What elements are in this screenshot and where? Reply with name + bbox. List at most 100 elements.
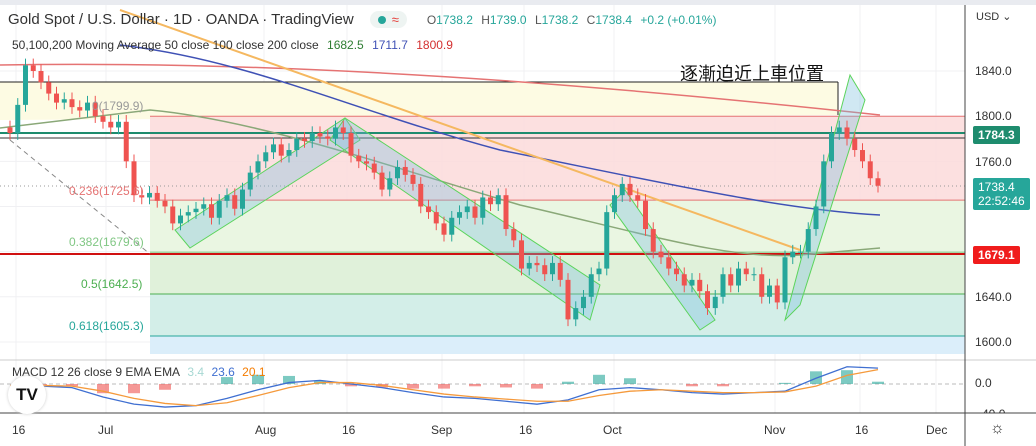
- market-open-icon: [377, 15, 386, 24]
- candle-body: [286, 150, 292, 156]
- candle-body: [333, 127, 338, 139]
- candle-body: [511, 229, 517, 241]
- candle-body: [565, 279, 571, 320]
- orange-trendline: [119, 9, 801, 251]
- candle-body: [69, 99, 75, 108]
- candle-body: [650, 229, 656, 252]
- candle-body: [604, 212, 610, 269]
- candle-body: [410, 174, 416, 184]
- time-tick: Nov: [764, 423, 786, 437]
- candle-body: [216, 200, 222, 218]
- candle-body: [255, 161, 261, 173]
- ma100-line: [119, 44, 881, 216]
- wave-icon: ≈: [391, 12, 399, 27]
- candle-body: [588, 274, 594, 297]
- macd-histogram-bar: [128, 384, 140, 394]
- macd-histogram-bar: [469, 384, 481, 387]
- fib-0-label: 0(1799.9): [92, 99, 144, 113]
- candle-body: [364, 161, 369, 164]
- candle-body: [705, 291, 710, 309]
- candle-body: [185, 212, 191, 216]
- macd-histogram-bar: [159, 384, 171, 390]
- candle-body: [100, 116, 106, 122]
- tradingview-logo[interactable]: TV: [8, 376, 46, 414]
- macd-histogram-bar: [717, 384, 729, 387]
- ohlc-values: O1738.2 H1739.0 L1738.2 C1738.4 +0.2 (+0…: [426, 12, 717, 27]
- candle-body: [317, 133, 323, 137]
- candle-body: [635, 195, 641, 201]
- candle-body: [472, 206, 478, 218]
- candle-body: [162, 200, 168, 207]
- time-tick: 16: [12, 423, 26, 437]
- candle-body: [612, 195, 617, 213]
- currency-selector[interactable]: USD ⌄: [976, 11, 1012, 23]
- macd-histogram-bar: [841, 370, 853, 384]
- candle-body: [875, 178, 881, 186]
- candle-body: [736, 268, 741, 286]
- macd-histogram-bar: [686, 384, 698, 387]
- macd-histogram-bar: [779, 382, 791, 384]
- candle-body: [418, 183, 424, 207]
- candle-body: [449, 217, 455, 235]
- candle-body: [782, 257, 788, 303]
- settings-sun-icon[interactable]: ☼: [990, 420, 1005, 437]
- candle-body: [302, 138, 307, 141]
- macd-tick: 0.0: [975, 376, 992, 390]
- ma-legend[interactable]: 50,100,200 Moving Average 50 close 100 c…: [12, 38, 453, 52]
- candle-body: [767, 285, 772, 297]
- candle-body: [441, 223, 447, 235]
- candle-body: [325, 136, 331, 139]
- macd-histogram-bar: [97, 384, 109, 394]
- candle-body: [61, 99, 67, 103]
- macd-histogram-bar: [531, 384, 543, 389]
- macd-legend[interactable]: MACD 12 26 close 9 EMA EMA 3.4 23.6 20.1: [12, 365, 266, 379]
- market-status[interactable]: ≈: [369, 11, 407, 28]
- macd-histogram-bar: [283, 375, 295, 384]
- change: +0.2 (+0.01%): [640, 12, 717, 27]
- annotation-text[interactable]: 逐漸迫近上車位置: [680, 64, 824, 84]
- candle-body: [426, 206, 431, 213]
- candle-body: [743, 268, 749, 275]
- macd-histogram-bar: [221, 377, 233, 384]
- candle-body: [154, 192, 160, 201]
- candle-body: [147, 192, 152, 198]
- macd-histogram-bar: [562, 381, 574, 384]
- candle-body: [402, 166, 408, 175]
- candle-body: [573, 308, 579, 320]
- candle-body: [658, 251, 664, 258]
- macd-histogram-bar: [66, 384, 78, 387]
- macd-histogram-bar: [407, 384, 419, 389]
- time-tick: Oct: [603, 423, 622, 437]
- candle-body: [209, 204, 214, 218]
- candle-body: [464, 206, 470, 213]
- ma200-line: [0, 63, 881, 116]
- candle-body: [379, 172, 385, 190]
- candle-body: [712, 296, 718, 309]
- candle-body: [131, 161, 137, 196]
- candle-body: [139, 195, 145, 198]
- candle-body: [844, 127, 850, 139]
- fib-618-label: 0.618(1605.3): [69, 319, 144, 333]
- symbol-title[interactable]: Gold Spot / U.S. Dollar · 1D · OANDA · T…: [8, 11, 354, 28]
- price-tick: 1640.0: [975, 290, 1012, 304]
- candle-body: [821, 161, 827, 207]
- fib-zone-5-618: [150, 293, 965, 336]
- time-tick: Sep: [431, 423, 453, 437]
- price-tick: 1760.0: [975, 155, 1012, 169]
- candle-body: [860, 150, 865, 162]
- fib-zone-382-5: [150, 252, 965, 294]
- ma100-value: 1711.7: [372, 38, 408, 52]
- candle-body: [697, 279, 703, 292]
- macd-histogram-bar: [252, 374, 264, 384]
- candle-body: [619, 183, 625, 196]
- candle-body: [271, 144, 276, 153]
- candle-body: [77, 107, 83, 111]
- fib-zone-top: [0, 82, 838, 120]
- candle-body: [759, 274, 765, 297]
- candle-body: [247, 172, 253, 190]
- fib-236-label: 0.236(1725.6): [69, 184, 144, 198]
- candle-body: [526, 262, 532, 269]
- candle-body: [201, 204, 207, 209]
- signal-line: [10, 368, 879, 407]
